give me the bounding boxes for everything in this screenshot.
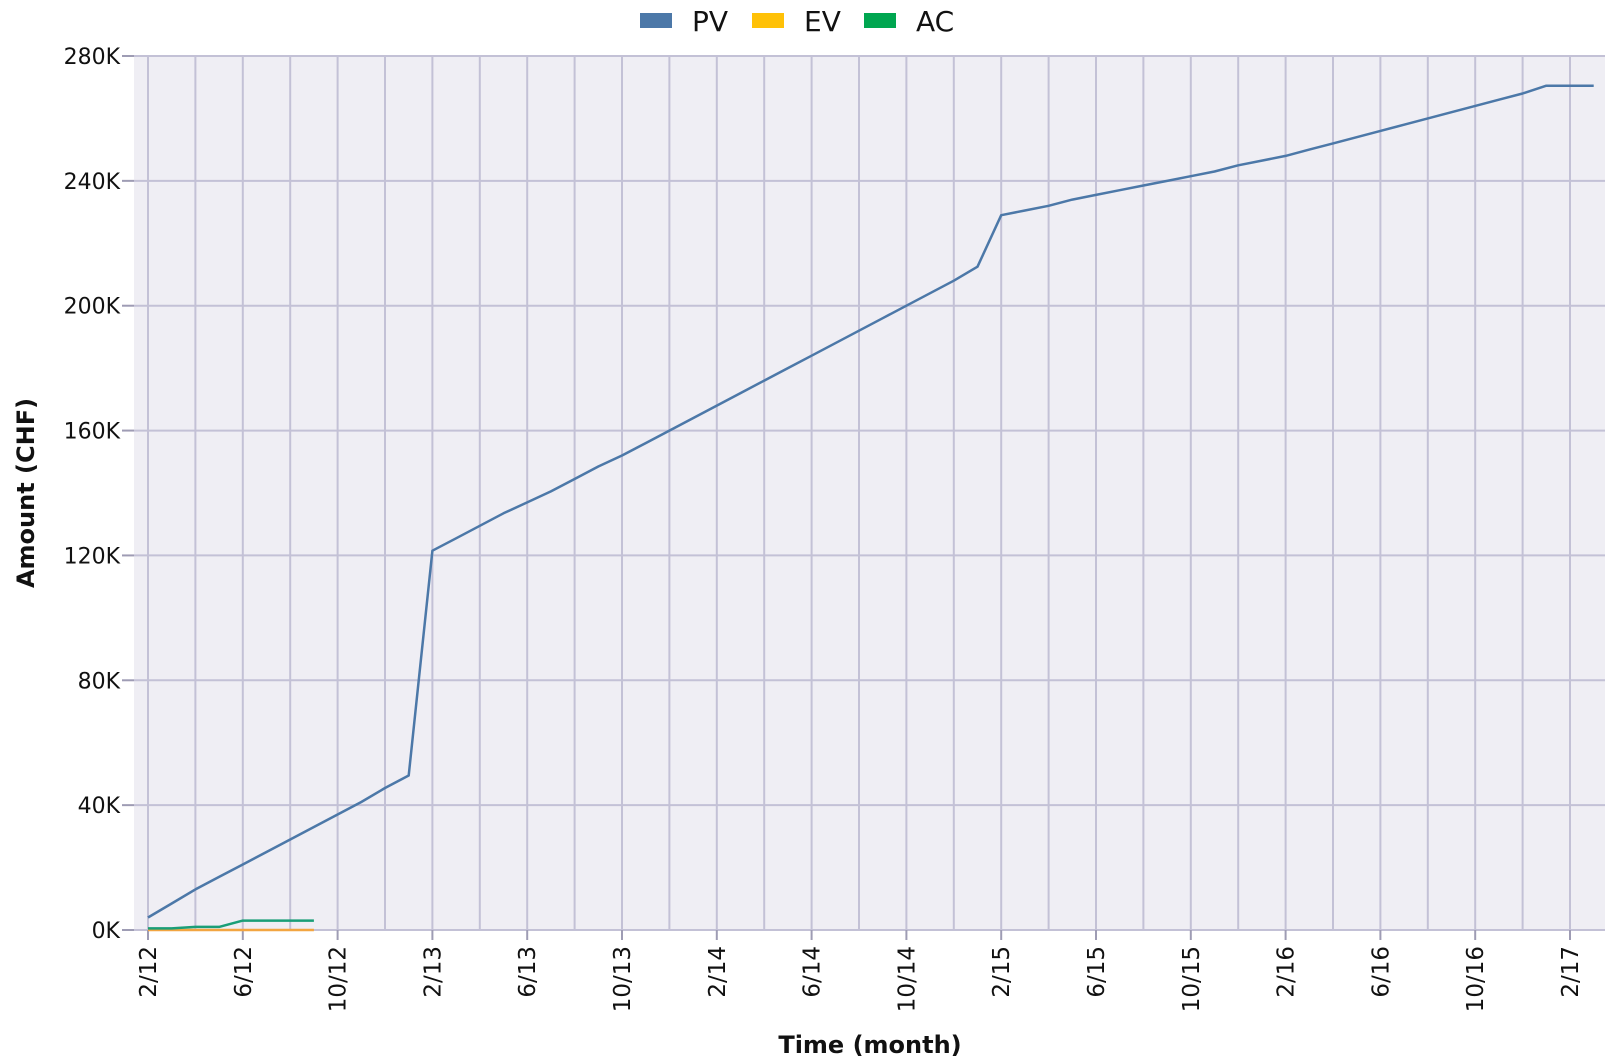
series-line-ac — [148, 919, 314, 930]
x-tick-label: 2/14 — [705, 946, 731, 998]
x-tick-label: 2/17 — [1558, 946, 1584, 998]
legend-label-ac: AC — [916, 5, 954, 38]
x-tick-label: 6/16 — [1368, 946, 1394, 998]
grid-lines — [134, 55, 1605, 931]
x-tick-label: 2/15 — [989, 946, 1015, 998]
legend: PV EV AC — [640, 5, 954, 38]
x-axis-ticks: 2/12 6/12 10/12 2/13 6/13 10/13 2/14 6/14 10/14 2… — [136, 930, 1584, 1012]
x-tick-label: 10/13 — [610, 946, 636, 1012]
y-tick-label: 280K — [64, 45, 121, 70]
y-tick-label: 0K — [92, 919, 121, 944]
x-tick-label: 2/13 — [420, 946, 446, 998]
x-tick-label: 6/15 — [1084, 946, 1110, 998]
series-line-pv — [147, 84, 1594, 919]
x-tick-label: 6/12 — [231, 946, 257, 998]
y-tick-label: 80K — [78, 669, 121, 694]
x-tick-label: 6/13 — [515, 946, 541, 998]
y-axis-title: Amount (CHF) — [12, 398, 40, 588]
x-axis-title: Time (month) — [778, 1031, 961, 1059]
y-tick-label: 160K — [64, 420, 121, 445]
x-tick-label: 2/12 — [136, 946, 162, 998]
legend-swatch-ev — [752, 13, 784, 28]
y-tick-label: 240K — [64, 170, 121, 195]
legend-label-pv: PV — [692, 5, 728, 38]
legend-swatch-ac — [864, 13, 896, 28]
legend-swatch-pv — [640, 13, 672, 28]
x-tick-label: 10/12 — [326, 946, 352, 1012]
y-tick-label: 200K — [64, 295, 121, 320]
x-tick-label: 10/16 — [1463, 946, 1489, 1012]
x-tick-label: 6/14 — [800, 946, 826, 998]
y-axis-ticks: 0K 40K 80K 120K 160K 200K 240K 280K — [64, 45, 134, 944]
x-tick-label: 10/15 — [1179, 946, 1205, 1012]
plot-background — [134, 56, 1605, 930]
x-tick-label: 10/14 — [894, 946, 920, 1012]
series-lines — [147, 84, 1594, 932]
legend-label-ev: EV — [804, 5, 841, 38]
y-tick-label: 120K — [64, 544, 121, 569]
x-tick-label: 2/16 — [1274, 946, 1300, 998]
y-tick-label: 40K — [78, 794, 121, 819]
